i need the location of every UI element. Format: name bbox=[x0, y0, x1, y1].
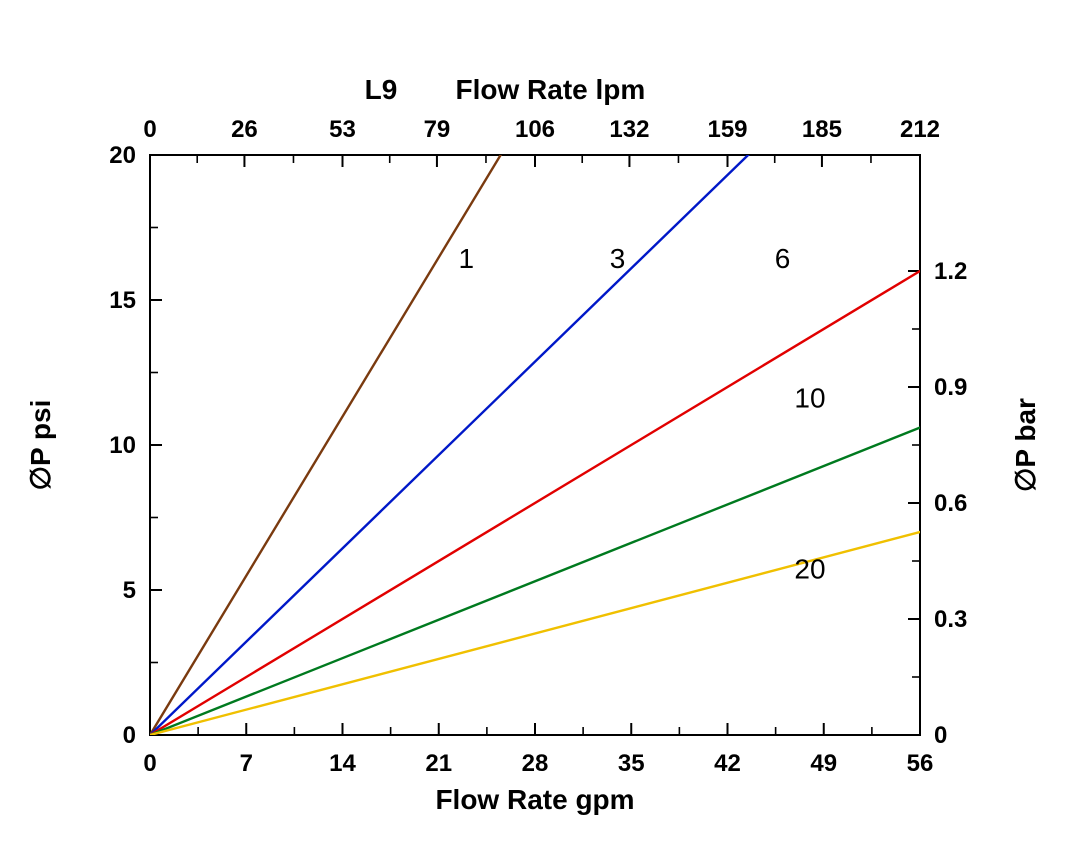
x-bottom-tick-label: 0 bbox=[143, 750, 156, 777]
x-top-tick-label: 53 bbox=[329, 116, 356, 143]
x-top-tick-label: 132 bbox=[609, 116, 649, 143]
y-right-tick-label: 1.2 bbox=[934, 258, 967, 285]
y-left-tick-label: 0 bbox=[123, 722, 136, 749]
x-bottom-tick-label: 14 bbox=[329, 750, 356, 777]
x-bottom-tick-label: 49 bbox=[810, 750, 837, 777]
top-axis-label: Flow Rate lpm bbox=[456, 74, 646, 105]
series-label-6: 6 bbox=[775, 243, 791, 274]
x-bottom-tick-label: 21 bbox=[425, 750, 452, 777]
y-left-tick-label: 15 bbox=[109, 287, 136, 314]
x-bottom-tick-label: 7 bbox=[240, 750, 253, 777]
series-label-10: 10 bbox=[794, 382, 825, 413]
y-right-tick-label: 0.3 bbox=[934, 606, 967, 633]
chart-title-prefix: L9 bbox=[365, 74, 398, 105]
bottom-axis-label: Flow Rate gpm bbox=[435, 784, 634, 815]
series-label-20: 20 bbox=[794, 553, 825, 584]
y-right-tick-label: 0 bbox=[934, 722, 947, 749]
x-top-tick-label: 185 bbox=[802, 116, 842, 143]
x-bottom-tick-label: 28 bbox=[522, 750, 549, 777]
right-axis-label: ∅P bar bbox=[1010, 398, 1041, 492]
x-bottom-tick-label: 42 bbox=[714, 750, 741, 777]
left-axis-label: ∅P psi bbox=[25, 400, 56, 491]
y-left-tick-label: 20 bbox=[109, 142, 136, 169]
y-right-tick-label: 0.9 bbox=[934, 374, 967, 401]
x-bottom-tick-label: 56 bbox=[907, 750, 934, 777]
x-bottom-tick-label: 35 bbox=[618, 750, 645, 777]
y-left-tick-label: 5 bbox=[123, 577, 136, 604]
y-right-tick-label: 0.6 bbox=[934, 490, 967, 517]
x-top-tick-label: 159 bbox=[707, 116, 747, 143]
series-label-1: 1 bbox=[458, 243, 474, 274]
x-top-tick-label: 106 bbox=[515, 116, 555, 143]
flow-rate-chart: 0714212835424956026537910613215918521205… bbox=[0, 0, 1080, 856]
y-left-tick-label: 10 bbox=[109, 432, 136, 459]
x-top-tick-label: 26 bbox=[231, 116, 258, 143]
x-top-tick-label: 212 bbox=[900, 116, 940, 143]
series-label-3: 3 bbox=[610, 243, 626, 274]
chart-svg: 0714212835424956026537910613215918521205… bbox=[0, 0, 1080, 856]
x-top-tick-label: 79 bbox=[424, 116, 451, 143]
x-top-tick-label: 0 bbox=[143, 116, 156, 143]
